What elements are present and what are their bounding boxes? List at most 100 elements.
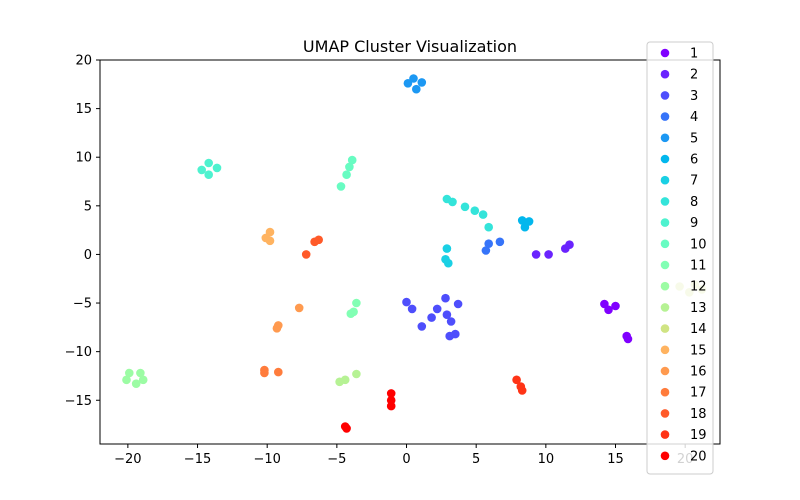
legend-marker-20	[660, 451, 670, 461]
legend-label-9: 9	[690, 216, 698, 231]
legend-marker-18	[660, 409, 670, 418]
point-series-8-2	[460, 202, 470, 212]
series-11	[346, 298, 361, 319]
point-series-2-1	[544, 250, 553, 259]
legend-label-16: 16	[690, 365, 707, 380]
point-series-20-4	[342, 424, 351, 433]
y-tick-label: −15	[65, 394, 92, 409]
point-series-2-3	[565, 240, 574, 249]
point-series-3-4	[432, 304, 442, 314]
legend-marker-1	[660, 48, 670, 58]
x-tick-label: 0	[402, 452, 410, 467]
point-series-3-6	[442, 310, 452, 320]
series-13	[335, 369, 361, 387]
point-series-12-2	[131, 379, 141, 389]
point-series-10-3	[336, 182, 346, 191]
series-17	[260, 365, 283, 378]
point-series-8-3	[470, 206, 480, 215]
y-tick-label: 0	[84, 248, 92, 263]
legend-marker-16	[660, 366, 670, 376]
legend-label-8: 8	[690, 195, 698, 210]
legend-label-4: 4	[690, 110, 698, 125]
legend-marker-15	[660, 345, 670, 355]
legend-marker-19	[660, 430, 670, 439]
point-series-16-0	[294, 303, 304, 313]
legend-marker-6	[660, 154, 670, 164]
point-series-13-2	[352, 369, 361, 379]
legend-label-6: 6	[690, 153, 698, 168]
point-series-5-1	[409, 74, 418, 83]
legend-label-17: 17	[690, 386, 707, 401]
x-tick-label: 5	[472, 452, 480, 467]
x-tick-label: −20	[114, 452, 141, 467]
legend-label-3: 3	[690, 89, 698, 104]
point-series-3-2	[417, 322, 427, 331]
point-series-1-2	[611, 301, 620, 311]
y-tick-label: 10	[75, 151, 92, 166]
series-18	[301, 235, 324, 259]
point-series-3-8	[446, 317, 456, 326]
y-tick-label: 5	[84, 199, 92, 214]
point-series-2-0	[531, 250, 541, 259]
series-7	[441, 244, 453, 268]
legend-marker-14	[660, 324, 670, 333]
legend-label-10: 10	[690, 237, 707, 252]
point-series-7-1	[444, 258, 453, 268]
legend-marker-12	[660, 281, 670, 291]
point-series-19-2	[517, 386, 527, 395]
x-tick-label: −10	[253, 452, 280, 467]
legend-label-1: 1	[690, 47, 698, 62]
point-series-12-4	[138, 375, 148, 385]
series-2	[531, 240, 574, 259]
legend-marker-7	[660, 175, 670, 185]
series-3	[402, 293, 463, 341]
series-4	[481, 237, 505, 255]
point-series-15-2	[265, 236, 275, 246]
series-5	[403, 74, 427, 94]
legend-label-7: 7	[690, 174, 698, 189]
legend-marker-3	[660, 91, 670, 100]
point-series-6-2	[520, 222, 530, 232]
point-series-10-1	[345, 162, 354, 172]
legend-marker-10	[660, 239, 670, 249]
legend-label-12: 12	[690, 280, 707, 295]
point-series-5-2	[412, 84, 421, 94]
point-series-20-2	[386, 401, 396, 411]
legend-label-5: 5	[690, 131, 698, 146]
point-series-13-1	[340, 375, 350, 385]
point-series-4-2	[495, 237, 505, 247]
legend-label-13: 13	[690, 301, 707, 316]
series-10	[336, 155, 357, 191]
point-series-18-0	[301, 250, 311, 259]
point-series-3-5	[441, 293, 450, 303]
y-tick-label: −5	[73, 297, 92, 312]
chart-title: UMAP Cluster Visualization	[303, 37, 517, 56]
point-series-6-0	[517, 216, 527, 225]
point-series-4-0	[481, 246, 491, 255]
point-series-20-0	[386, 389, 396, 398]
point-series-15-1	[265, 227, 275, 237]
point-series-3-10	[453, 299, 463, 309]
point-series-7-2	[442, 244, 452, 253]
legend-marker-5	[660, 133, 670, 143]
point-series-3-9	[451, 329, 460, 339]
point-series-10-2	[342, 170, 351, 179]
point-series-8-5	[484, 222, 494, 232]
point-series-5-0	[403, 79, 413, 88]
legend-label-19: 19	[690, 428, 707, 443]
legend-label-18: 18	[690, 407, 707, 422]
legend-box	[646, 41, 714, 475]
point-series-16-2	[272, 324, 282, 333]
legend-marker-4	[660, 112, 670, 121]
point-series-5-3	[417, 78, 427, 87]
series-6	[517, 216, 534, 232]
series-12	[122, 368, 148, 389]
point-series-12-1	[122, 375, 131, 385]
point-series-9-0	[197, 165, 206, 175]
series-8	[442, 194, 494, 232]
x-tick-label: 10	[538, 452, 555, 467]
point-series-17-2	[274, 367, 283, 377]
y-tick-label: 20	[75, 54, 92, 69]
point-series-1-4	[623, 334, 633, 344]
